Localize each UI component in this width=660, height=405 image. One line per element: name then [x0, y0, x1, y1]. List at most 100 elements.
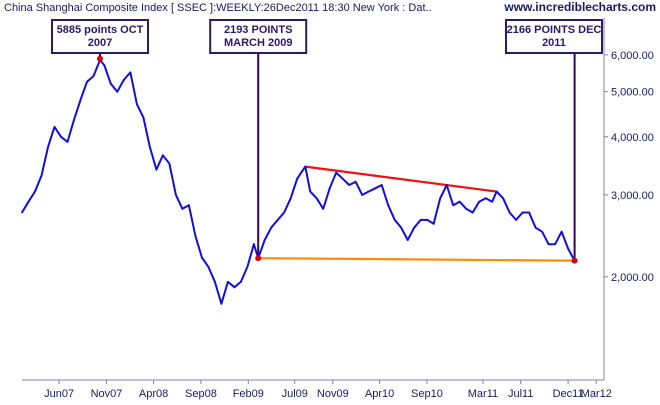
- data-point: [73, 118, 75, 121]
- annotation-text: 2193 POINTS: [224, 24, 292, 36]
- data-point: [478, 200, 481, 203]
- data-point: [309, 190, 312, 193]
- annotation-text: 2166 POINTS DEC: [507, 24, 602, 36]
- data-point: [432, 222, 435, 225]
- data-point: [341, 177, 344, 180]
- data-point: [335, 171, 338, 174]
- data-point: [495, 190, 498, 193]
- data-point: [515, 219, 517, 221]
- annotation-box: [505, 19, 603, 54]
- data-point: [270, 226, 273, 229]
- support-trendline: [258, 257, 575, 262]
- data-point: [86, 80, 88, 83]
- data-point: [116, 90, 119, 93]
- data-point: [201, 256, 203, 259]
- data-point: [142, 116, 145, 119]
- data-point: [253, 243, 255, 246]
- data-point: [162, 154, 164, 157]
- annotation-box: [51, 19, 150, 54]
- data-point: [508, 211, 511, 214]
- data-point: [92, 75, 95, 77]
- data-point: [387, 204, 390, 207]
- y-tick-label: 6,000.00: [611, 50, 654, 62]
- data-point: [136, 103, 138, 106]
- data-point: [393, 219, 396, 221]
- data-point: [289, 197, 292, 200]
- data-point: [79, 99, 82, 101]
- data-point: [181, 207, 184, 210]
- data-point: [328, 187, 331, 190]
- x-tick-label: Mar11: [468, 388, 498, 400]
- data-point: [188, 204, 190, 207]
- data-point: [380, 184, 383, 186]
- annotation-box: [209, 19, 308, 54]
- x-tick-label: Sep10: [411, 388, 443, 400]
- data-point: [528, 211, 530, 214]
- x-tick-label: Mar12: [581, 388, 612, 400]
- data-point: [502, 197, 504, 200]
- data-point: [367, 190, 370, 193]
- annotation-marker: [97, 55, 104, 62]
- data-point: [194, 234, 197, 237]
- data-point: [541, 230, 543, 233]
- data-point: [374, 187, 377, 190]
- annotation-text: 2011: [542, 37, 566, 49]
- data-point: [283, 211, 286, 214]
- x-tick-label: Nov07: [91, 388, 123, 400]
- data-point: [439, 197, 442, 200]
- data-point: [214, 281, 216, 283]
- data-point: [21, 211, 23, 214]
- x-tick-label: Jun07: [44, 388, 74, 400]
- resistance-trendline: [305, 165, 497, 193]
- data-point: [109, 82, 112, 85]
- annotation-marker: [255, 255, 262, 262]
- data-point: [521, 211, 524, 214]
- data-point: [426, 219, 429, 221]
- trendlines: [258, 165, 575, 262]
- data-point: [27, 200, 30, 203]
- data-point: [315, 197, 318, 200]
- data-point: [240, 281, 242, 283]
- data-point: [304, 165, 307, 168]
- data-point: [276, 219, 279, 221]
- data-point: [60, 135, 62, 138]
- x-tick-label: Sep08: [185, 388, 217, 400]
- data-point: [246, 266, 249, 268]
- x-axis-ticks: Jun07 Nov07 Apr08 Sep08 Feb09 Jul09 Nov09 Apr10…: [44, 380, 612, 400]
- data-point: [547, 243, 550, 246]
- data-point: [34, 190, 36, 193]
- data-point: [354, 180, 357, 183]
- x-tick-label: Dec11: [553, 388, 584, 400]
- data-point: [122, 79, 125, 81]
- x-tick-label: Jul11: [508, 388, 533, 400]
- data-point: [155, 168, 158, 171]
- data-point: [66, 141, 69, 143]
- data-point: [452, 204, 455, 207]
- x-tick-label: Apr10: [365, 388, 394, 400]
- data-point: [322, 207, 325, 210]
- data-point: [296, 177, 299, 180]
- x-tick-label: Nov09: [317, 388, 349, 400]
- annotation-text: 5885 points OCT: [57, 24, 144, 36]
- data-point: [168, 162, 171, 165]
- data-point: [40, 174, 43, 177]
- data-point: [361, 194, 364, 196]
- data-point: [567, 247, 569, 250]
- data-point: [47, 146, 49, 149]
- y-tick-label: 3,000.00: [611, 190, 654, 202]
- data-point: [458, 200, 461, 203]
- data-point: [207, 266, 210, 268]
- y-axis-ticks: 6,000.00 5,000.00 4,000.00 3,000.00 2,000.00: [604, 50, 654, 284]
- data-point: [484, 197, 487, 200]
- data-point: [554, 243, 556, 246]
- data-point: [465, 207, 468, 210]
- x-tick-label: Feb09: [233, 388, 264, 400]
- data-point: [263, 239, 266, 241]
- data-point: [220, 302, 223, 305]
- data-point: [175, 194, 177, 196]
